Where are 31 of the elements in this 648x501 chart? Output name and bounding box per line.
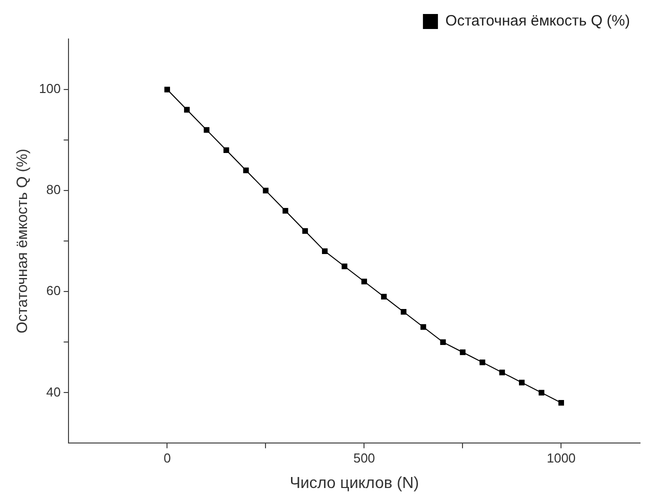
legend-label: Остаточная ёмкость Q (%): [445, 12, 630, 30]
point: [518, 380, 525, 386]
y-tick-label: 80: [46, 182, 61, 198]
x-tick-label: 500: [353, 450, 376, 466]
point: [420, 324, 426, 330]
point: [243, 168, 249, 174]
point: [302, 228, 308, 234]
point: [558, 400, 564, 406]
point: [262, 188, 269, 194]
x-axis-title: Число циклов (N): [290, 474, 419, 492]
point: [460, 349, 466, 356]
point: [223, 147, 230, 153]
y-tick-label: 60: [46, 283, 61, 298]
point: [342, 264, 348, 270]
y-axis-title: Остаточная ёмкость Q (%): [14, 148, 32, 334]
point: [480, 360, 486, 366]
y-tick-label: 100: [38, 81, 61, 96]
point: [381, 294, 387, 300]
point: [204, 127, 210, 133]
y-tick-label: 40: [46, 384, 61, 400]
point: [538, 390, 544, 396]
point: [361, 278, 368, 284]
point: [400, 309, 406, 315]
x-tick-label: 0: [164, 450, 171, 466]
point: [322, 248, 328, 254]
point: [499, 370, 505, 376]
point: [440, 339, 446, 345]
x-tick-label: 1000: [546, 450, 576, 466]
point: [184, 106, 190, 113]
point: [282, 208, 288, 214]
point: [164, 86, 170, 92]
